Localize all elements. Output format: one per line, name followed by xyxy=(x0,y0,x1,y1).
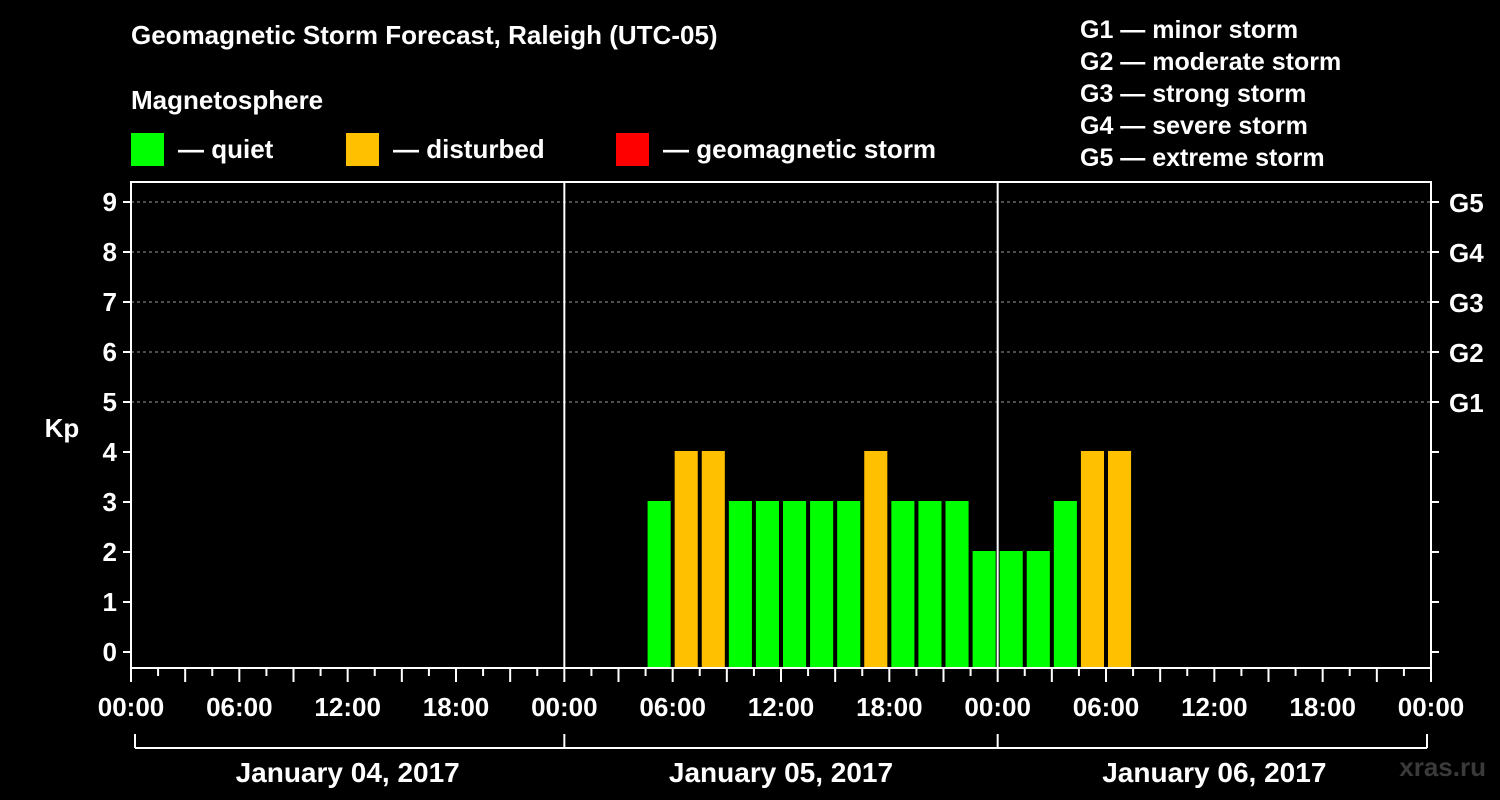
kp-bar xyxy=(701,451,725,668)
y-tick-label: 4 xyxy=(103,437,118,467)
storm-scale-legend: G1 — minor storm G2 — moderate storm G3 … xyxy=(1080,14,1341,174)
y-tick-label: 1 xyxy=(103,587,117,617)
plot-frame xyxy=(130,181,1432,669)
kp-bar xyxy=(1080,451,1104,668)
y-tick-label: 5 xyxy=(103,387,117,417)
y-tick-label: 9 xyxy=(103,187,117,217)
x-tick-label: 12:00 xyxy=(748,692,815,722)
y-axis-label: Kp xyxy=(45,413,80,443)
x-tick-label: 00:00 xyxy=(531,692,598,722)
y-tick-label: 0 xyxy=(103,637,117,667)
storm-scale-g2: G2 — moderate storm xyxy=(1080,48,1342,76)
kp-bar xyxy=(864,451,888,668)
y-tick-label: 3 xyxy=(103,487,117,517)
g-level-label: G3 xyxy=(1449,288,1484,318)
g-level-label: G5 xyxy=(1449,188,1484,218)
y-tick-label: 7 xyxy=(103,287,117,317)
kp-bar xyxy=(1026,551,1050,668)
x-tick-label: 00:00 xyxy=(98,692,165,722)
storm-scale-g1: G1 — minor storm xyxy=(1080,16,1299,44)
legend-swatch-disturbed xyxy=(346,133,379,166)
storm-scale-g5: G5 — extreme storm xyxy=(1080,144,1325,172)
day-label: January 04, 2017 xyxy=(236,757,460,788)
x-tick-label: 06:00 xyxy=(206,692,273,722)
x-tick-label: 12:00 xyxy=(1181,692,1248,722)
kp-bar xyxy=(1053,501,1077,668)
g-level-label: G1 xyxy=(1449,388,1484,418)
x-tick-label: 06:00 xyxy=(639,692,706,722)
legend-label-quiet: — quiet xyxy=(178,134,274,164)
x-tick-label: 18:00 xyxy=(423,692,490,722)
legend-title: Magnetosphere xyxy=(131,85,324,115)
kp-bar xyxy=(728,501,752,668)
day-label: January 05, 2017 xyxy=(669,757,893,788)
legend-swatch-storm xyxy=(616,133,649,166)
kp-bar xyxy=(674,451,698,668)
kp-bar xyxy=(999,551,1023,668)
kp-bar xyxy=(1108,451,1132,668)
x-tick-label: 06:00 xyxy=(1073,692,1140,722)
x-tick-label: 12:00 xyxy=(314,692,381,722)
credit-watermark: xras.ru xyxy=(1399,752,1486,782)
legend-swatch-quiet xyxy=(131,133,164,166)
g-level-label: G4 xyxy=(1449,238,1484,268)
storm-scale-g4: G4 — severe storm xyxy=(1080,112,1308,140)
kp-bar xyxy=(755,501,779,668)
kp-bar xyxy=(972,551,996,668)
y-tick-label: 6 xyxy=(103,337,117,367)
kp-bar xyxy=(810,501,834,668)
x-tick-label: 00:00 xyxy=(1398,692,1465,722)
x-tick-label: 18:00 xyxy=(1289,692,1356,722)
g-level-label: G2 xyxy=(1449,338,1484,368)
kp-bar xyxy=(647,501,671,668)
kp-bar xyxy=(783,501,807,668)
kp-bar xyxy=(918,501,942,668)
kp-bar xyxy=(945,501,969,668)
x-tick-label: 00:00 xyxy=(964,692,1031,722)
kp-bar xyxy=(837,501,861,668)
storm-scale-g3: G3 — strong storm xyxy=(1080,80,1307,108)
kp-bar xyxy=(891,501,915,668)
y-tick-label: 8 xyxy=(103,237,117,267)
chart-title: Geomagnetic Storm Forecast, Raleigh (UTC… xyxy=(131,20,718,50)
legend-label-storm: — geomagnetic storm xyxy=(663,134,937,164)
legend-label-disturbed: — disturbed xyxy=(393,134,545,164)
x-tick-label: 18:00 xyxy=(856,692,923,722)
y-tick-label: 2 xyxy=(103,537,117,567)
day-label: January 06, 2017 xyxy=(1102,757,1326,788)
